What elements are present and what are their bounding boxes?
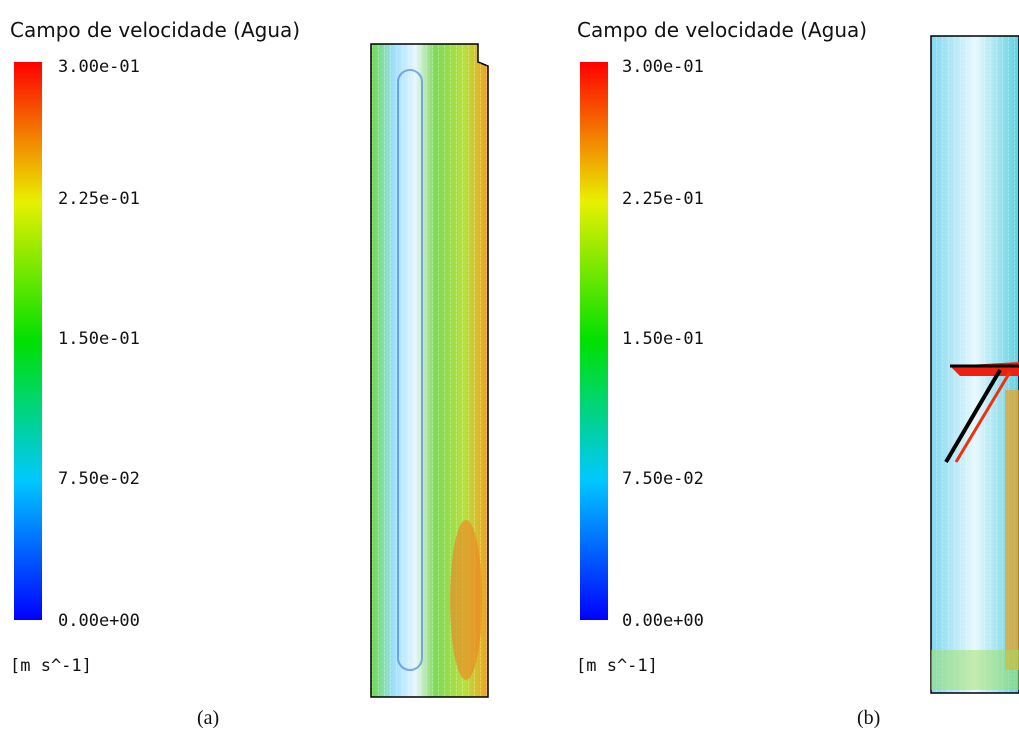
unit-label: [m s^-1] (576, 656, 658, 676)
legend-title: Campo de velocidade (Agua) (577, 18, 867, 42)
colorbar-label: 2.25e-01 (58, 189, 140, 209)
colorbar-label: 0.00e+00 (622, 611, 704, 631)
panel-b: Campo de velocidade (Agua) 3.00e-01 2.25… (576, 18, 1019, 729)
colorbar-label: 7.50e-02 (622, 469, 704, 489)
panel-a: Campo de velocidade (Agua) 3.00e-01 2.25… (10, 18, 489, 729)
colorbar-label: 3.00e-01 (58, 57, 140, 77)
velocity-field (370, 43, 489, 698)
caption: (b) (857, 707, 880, 729)
colorbar-label: 1.50e-01 (58, 329, 140, 349)
colorbar-label: 2.25e-01 (622, 189, 704, 209)
colorbar (14, 62, 42, 620)
legend-title: Campo de velocidade (Agua) (10, 18, 300, 42)
unit-label: [m s^-1] (10, 656, 92, 676)
caption: (a) (197, 707, 219, 729)
colorbar-label: 7.50e-02 (58, 469, 140, 489)
colorbar-label: 3.00e-01 (622, 57, 704, 77)
colorbar-label: 0.00e+00 (58, 611, 140, 631)
velocity-field (930, 35, 1019, 694)
colorbar (580, 62, 608, 620)
colorbar-label: 1.50e-01 (622, 329, 704, 349)
